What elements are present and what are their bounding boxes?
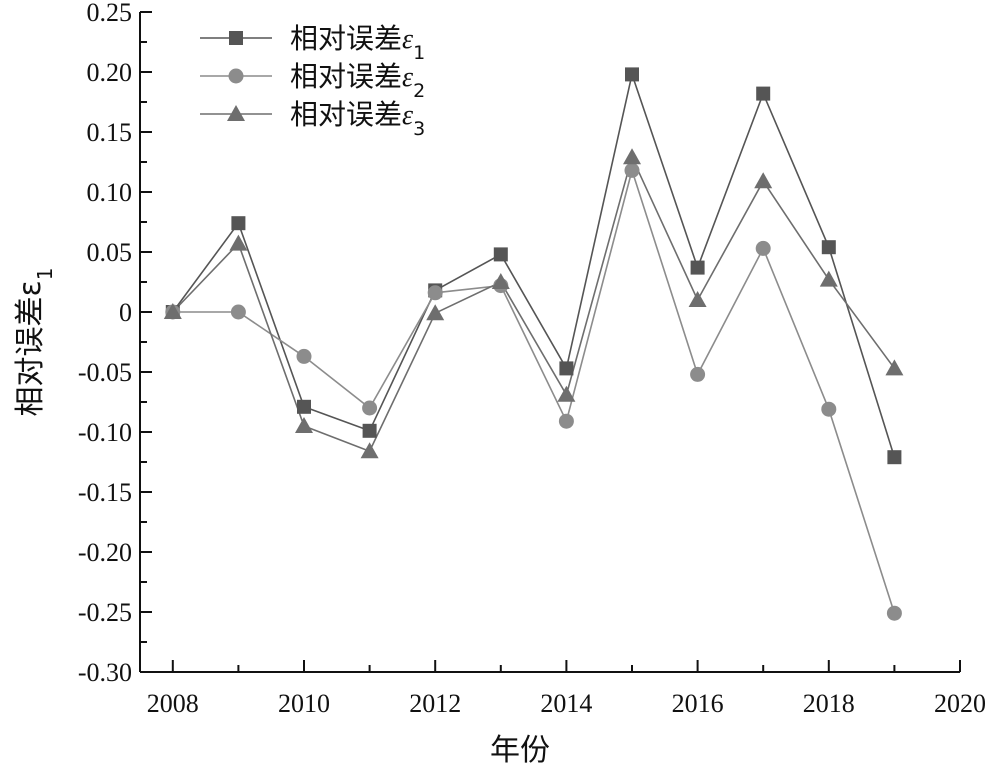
x-tick-label: 2018 [803, 689, 855, 718]
y-tick-label: -0.25 [78, 598, 132, 627]
y-tick-label: -0.30 [78, 658, 132, 687]
y-axis-title: 相对误差ε1 [13, 268, 57, 417]
x-tick-label: 2020 [934, 689, 986, 718]
triangle-marker [623, 148, 641, 165]
circle-marker [230, 304, 246, 320]
square-marker [229, 31, 243, 45]
triangle-marker [295, 417, 313, 433]
x-tick-label: 2008 [147, 689, 199, 718]
circle-marker [296, 348, 312, 364]
legend-label: 相对误差ε3 [290, 98, 425, 140]
y-tick-label: -0.15 [78, 478, 132, 507]
x-tick-label: 2010 [278, 689, 330, 718]
y-tick-label: -0.05 [78, 358, 132, 387]
square-marker [625, 67, 639, 82]
triangle-marker [227, 105, 245, 121]
series-line-2 [172, 167, 896, 614]
triangle-marker [163, 303, 182, 319]
series-line-1 [172, 71, 896, 458]
circle-marker [427, 285, 443, 301]
y-tick-label: 0.05 [87, 238, 133, 267]
triangle-marker [491, 273, 510, 289]
y-tick-label: 0 [119, 298, 132, 327]
y-tick-label: 0.20 [87, 58, 133, 87]
circle-marker [821, 401, 837, 417]
y-tick-label: -0.10 [78, 418, 132, 447]
circle-marker [690, 366, 706, 382]
circle-marker [624, 162, 640, 178]
circle-marker [886, 605, 902, 621]
legend-label: 相对误差ε2 [290, 60, 425, 102]
circle-marker [362, 400, 378, 416]
triangle-marker [426, 304, 445, 321]
square-marker [887, 450, 902, 465]
legend-label: 相对误差ε1 [290, 22, 425, 64]
y-tick-label: 0.25 [87, 0, 133, 27]
series-line-3 [172, 154, 896, 453]
square-marker [690, 260, 705, 275]
square-marker [297, 399, 311, 414]
y-tick-label: 0.15 [87, 118, 133, 147]
triangle-marker [885, 359, 904, 376]
square-marker [231, 216, 246, 231]
square-marker [362, 423, 377, 438]
y-tick-label: -0.20 [78, 538, 132, 567]
circle-marker [755, 240, 771, 256]
square-marker [493, 247, 508, 262]
y-tick-label: 0.10 [87, 178, 133, 207]
x-tick-label: 2012 [409, 689, 461, 718]
triangle-marker [229, 234, 248, 251]
circle-marker [558, 413, 574, 429]
square-marker [821, 240, 836, 255]
triangle-marker [557, 385, 576, 402]
x-axis-title: 年份 [490, 733, 550, 768]
x-tick-label: 2014 [540, 689, 592, 718]
square-marker [559, 361, 574, 376]
triangle-marker [754, 172, 773, 189]
square-marker [756, 86, 771, 101]
circle-marker [228, 68, 244, 84]
triangle-marker [688, 291, 707, 307]
triangle-marker [360, 442, 379, 459]
x-tick-label: 2016 [672, 689, 724, 718]
triangle-marker [819, 270, 838, 287]
